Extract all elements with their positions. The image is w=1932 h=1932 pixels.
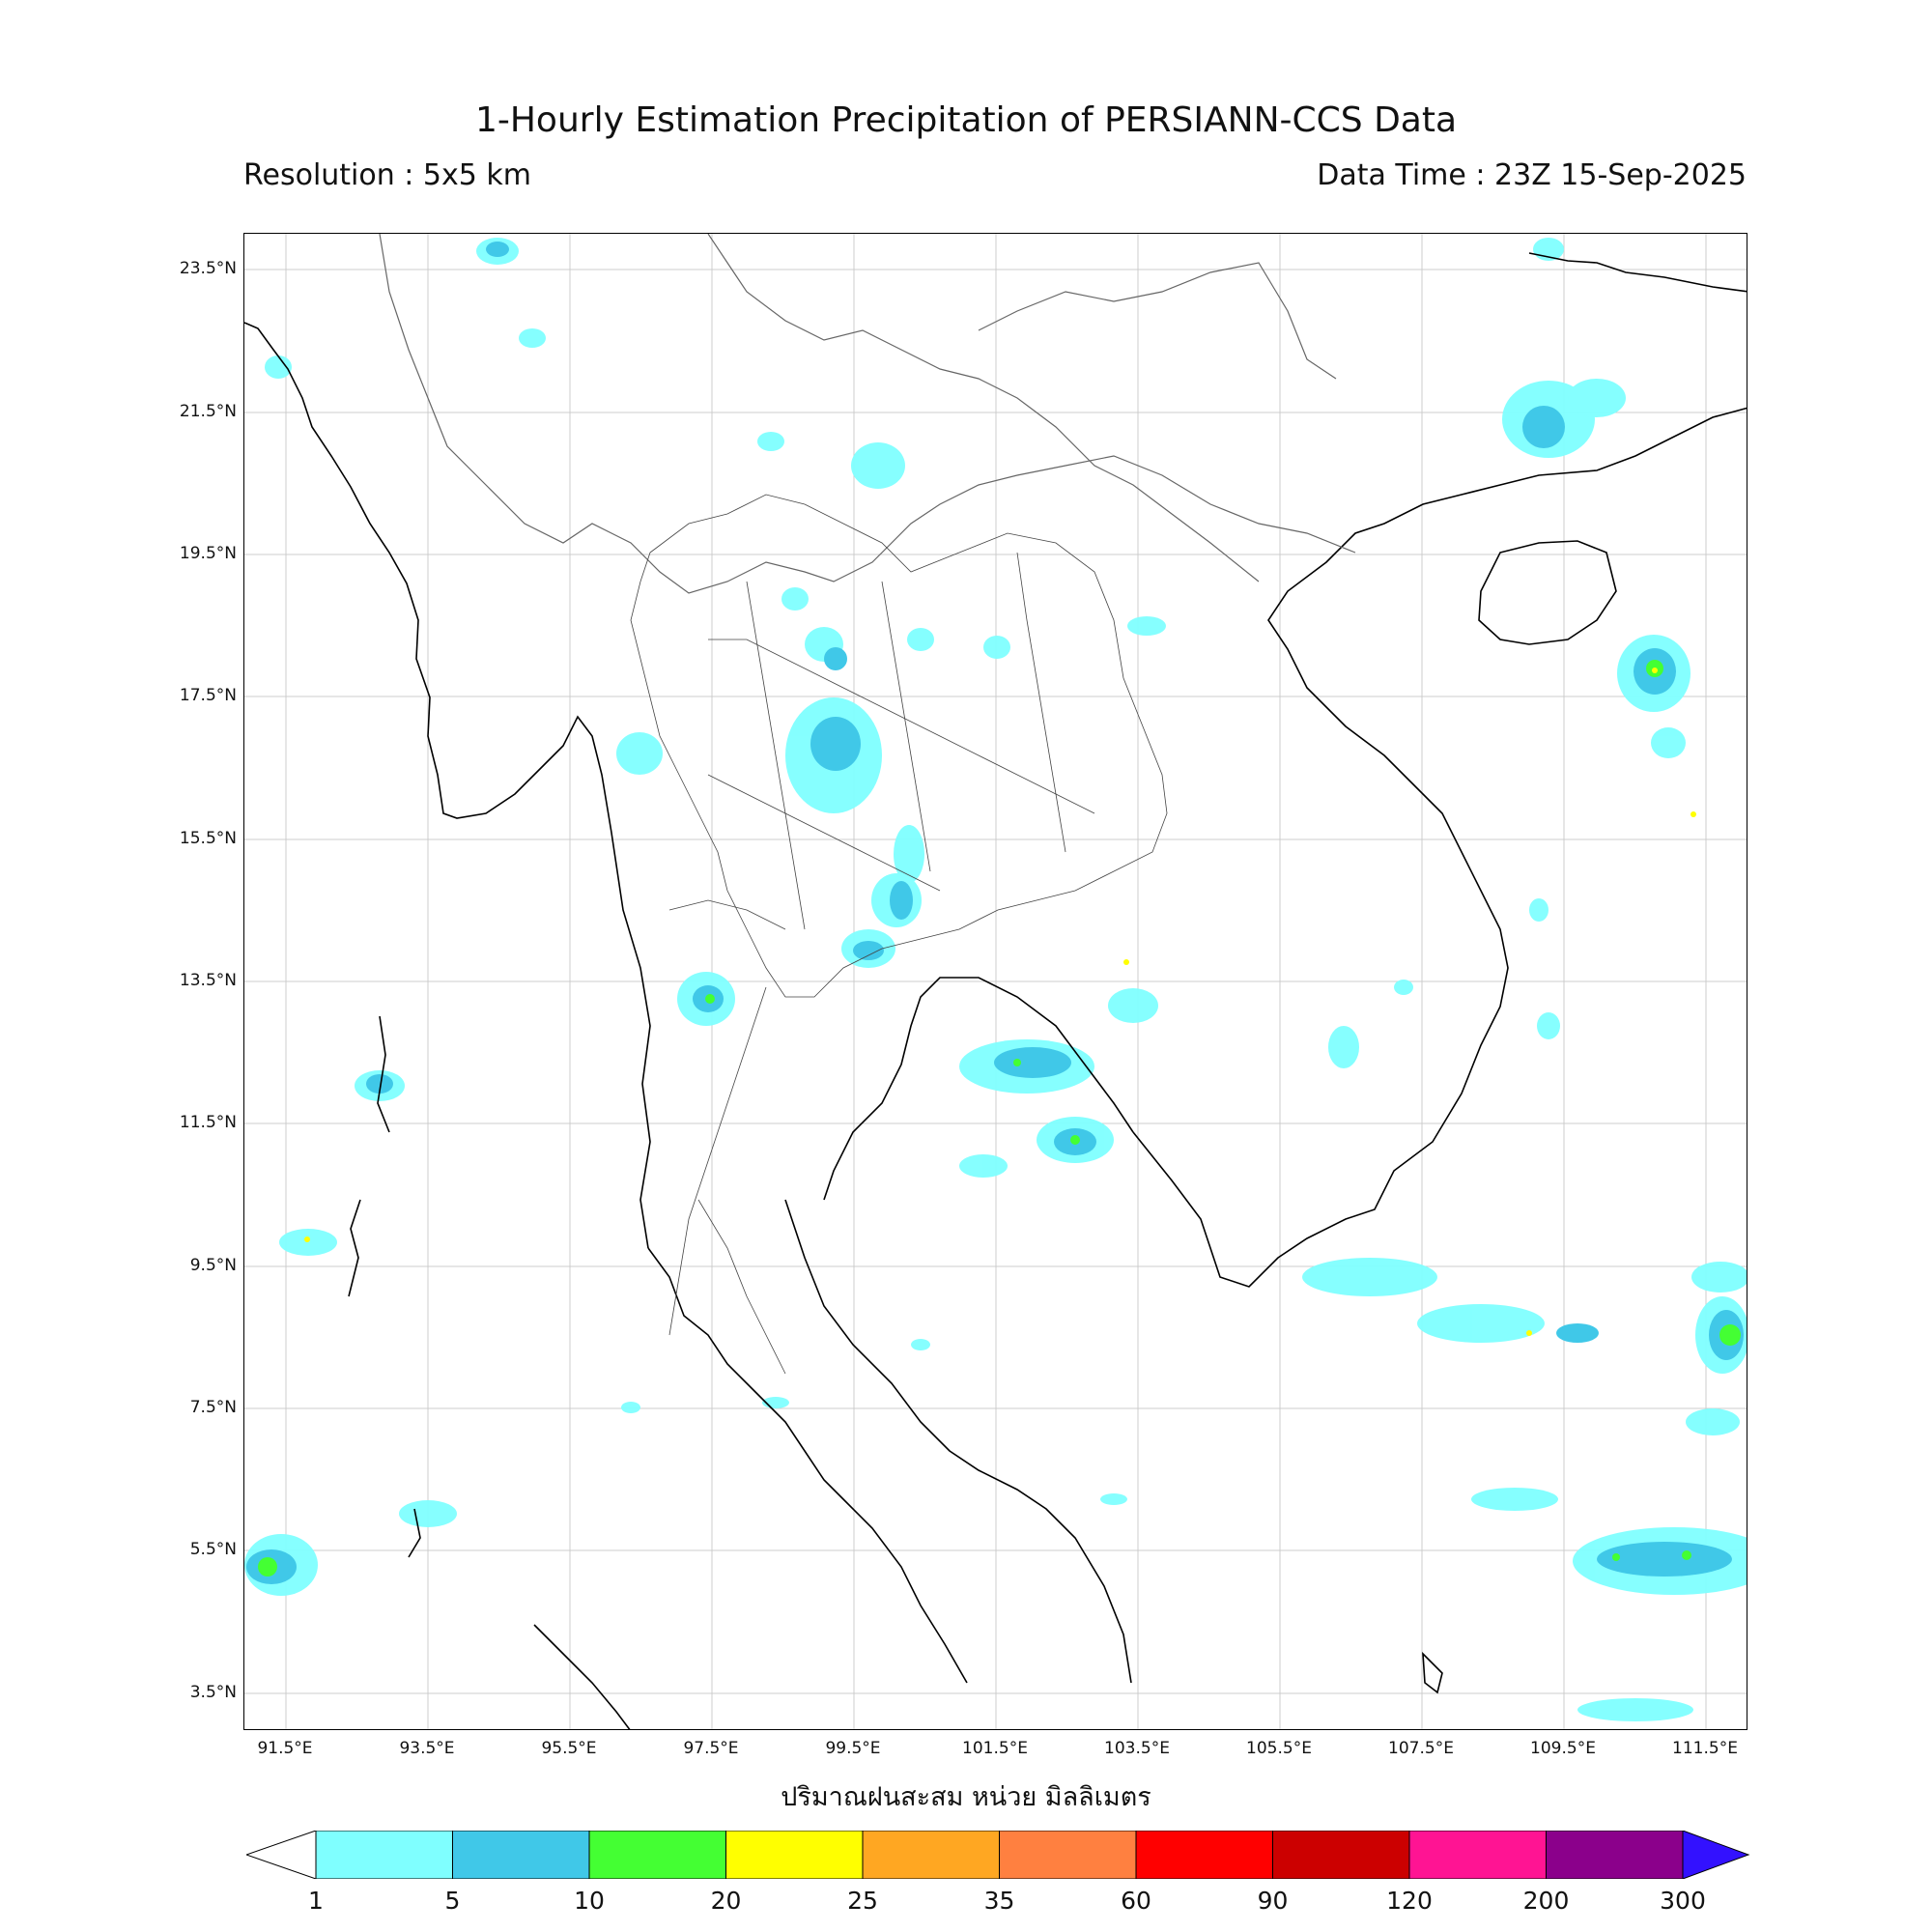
lon-label: 91.5°E — [257, 1739, 313, 1758]
lon-label: 95.5°E — [541, 1739, 597, 1758]
colorbar-tick-label: 20 — [710, 1887, 742, 1915]
colorbar-tick-label: 5 — [444, 1887, 461, 1915]
lat-label: 13.5°N — [179, 971, 237, 990]
lon-label: 107.5°E — [1388, 1739, 1454, 1758]
lon-label: 111.5°E — [1672, 1739, 1738, 1758]
data-time-label: Data Time : 23Z 15-Sep-2025 — [1317, 158, 1747, 192]
colorbar-segment — [452, 1831, 590, 1879]
colorbar-tick-label: 120 — [1386, 1887, 1433, 1915]
precipitation-map — [243, 233, 1747, 1730]
colorbar-tick-label: 35 — [983, 1887, 1015, 1915]
rain-moderate — [246, 242, 1744, 1584]
lon-label: 105.5°E — [1246, 1739, 1312, 1758]
lat-label: 7.5°N — [189, 1398, 237, 1417]
lon-label: 97.5°E — [683, 1739, 739, 1758]
lat-label: 9.5°N — [189, 1256, 237, 1275]
lat-label: 11.5°N — [179, 1113, 237, 1132]
lat-label: 17.5°N — [179, 686, 237, 705]
graticule — [244, 234, 1747, 1729]
resolution-label: Resolution : 5x5 km — [243, 158, 531, 192]
lon-label: 103.5°E — [1104, 1739, 1170, 1758]
lon-label: 99.5°E — [825, 1739, 881, 1758]
colorbar-segment — [1135, 1831, 1273, 1879]
x-axis-label: ปริมาณฝนสะสม หน่วย มิลลิเมตร — [781, 1782, 1151, 1812]
lon-label: 109.5°E — [1530, 1739, 1596, 1758]
colorbar — [246, 1831, 1750, 1879]
lat-label: 5.5°N — [189, 1540, 237, 1559]
colorbar-tick-label: 90 — [1257, 1887, 1289, 1915]
colorbar-segment — [999, 1831, 1137, 1879]
rain-very-heavy — [304, 668, 1696, 1336]
lat-label: 19.5°N — [179, 544, 237, 563]
lat-label: 3.5°N — [189, 1683, 237, 1702]
coastline — [244, 252, 1747, 1729]
colorbar-segment — [588, 1831, 726, 1879]
colorbar-tick-label: 10 — [574, 1887, 605, 1915]
colorbar-tick-label: 200 — [1522, 1887, 1570, 1915]
lon-label: 101.5°E — [962, 1739, 1028, 1758]
colorbar-tick-label: 1 — [308, 1887, 324, 1915]
map-title: 1-Hourly Estimation Precipitation of PER… — [474, 100, 1458, 140]
colorbar-segments — [315, 1831, 1684, 1879]
lat-label: 21.5°N — [179, 402, 237, 421]
lat-label: 23.5°N — [179, 259, 237, 278]
colorbar-segment — [1546, 1831, 1684, 1879]
lon-label: 93.5°E — [399, 1739, 455, 1758]
colorbar-tick-label: 300 — [1660, 1887, 1706, 1915]
colorbar-tick-label: 60 — [1121, 1887, 1151, 1915]
colorbar-segment — [1272, 1831, 1410, 1879]
colorbar-segment — [725, 1831, 864, 1879]
colorbar-segment — [862, 1831, 1000, 1879]
colorbar-segment — [315, 1831, 453, 1879]
colorbar-extend-min — [246, 1831, 317, 1879]
colorbar-segment — [1408, 1831, 1547, 1879]
thailand-provinces — [630, 494, 1168, 1375]
colorbar-tick-label: 25 — [847, 1887, 878, 1915]
colorbar-extend-max — [1682, 1831, 1750, 1879]
rain-heavy — [258, 660, 1741, 1577]
country-borders — [379, 234, 1356, 594]
lat-label: 15.5°N — [179, 829, 237, 848]
map-canvas — [244, 234, 1747, 1729]
